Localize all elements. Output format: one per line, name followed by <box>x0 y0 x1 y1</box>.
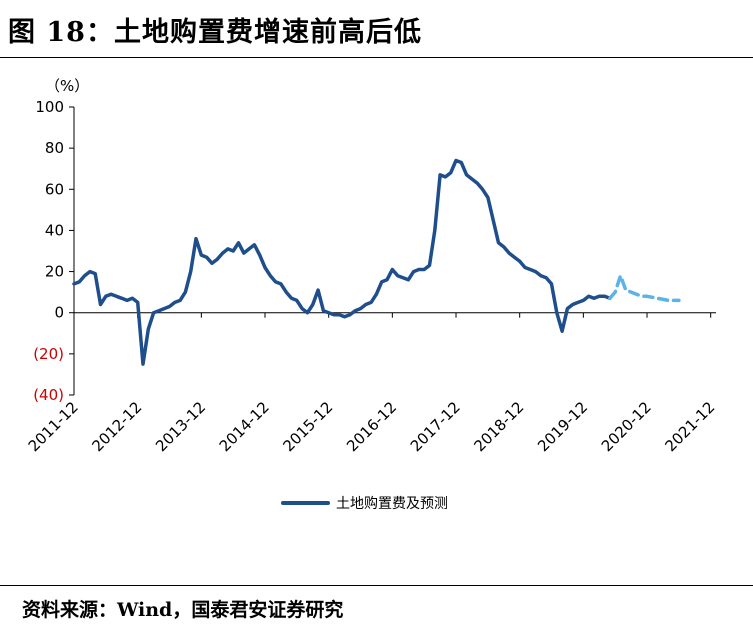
y-tick-label: (20) <box>33 345 64 363</box>
top-divider <box>0 57 753 58</box>
x-tick-label: 2016-12 <box>343 398 400 455</box>
x-tick-label: 2017-12 <box>407 398 464 455</box>
x-tick-label: 2015-12 <box>279 398 336 455</box>
y-axis-ticks: 100 80 60 40 20 0 (20) (40) <box>33 98 74 404</box>
actual-line <box>72 158 612 366</box>
x-tick-label: 2011-12 <box>25 398 82 455</box>
y-tick-label: 80 <box>45 139 64 157</box>
y-tick-label: 60 <box>45 180 64 198</box>
x-tick-label: 2018-12 <box>470 398 527 455</box>
legend-label: 土地购置费及预测 <box>336 496 448 512</box>
x-tick-label: 2019-12 <box>534 398 591 455</box>
x-tick-label: 2013-12 <box>152 398 209 455</box>
y-tick-label: 0 <box>54 304 64 322</box>
y-tick-label: 100 <box>35 98 64 116</box>
y-axis-unit-label: （%） <box>45 77 89 95</box>
figure-title: 图 18：土地购置费增速前高后低 <box>8 17 422 48</box>
y-tick-label: 20 <box>45 263 64 281</box>
x-tick-label: 2020-12 <box>598 398 655 455</box>
x-axis-ticks: 2011-12 2012-12 2013-12 2014-12 2015-12 2016-… <box>25 312 719 455</box>
x-tick-label: 2014-12 <box>216 398 273 455</box>
line-chart: 100 80 60 40 20 0 (20) (40) 2011-12 2012-12 2013-… <box>25 77 719 512</box>
chart-legend: 土地购置费及预测 <box>281 496 448 512</box>
bottom-divider <box>0 585 753 586</box>
y-tick-label: 40 <box>45 221 64 239</box>
chart-series <box>72 158 681 366</box>
x-tick-label: 2021-12 <box>661 398 718 455</box>
y-tick-label: (40) <box>33 386 64 404</box>
x-tick-label: 2012-12 <box>88 398 145 455</box>
source-note: 资料来源：Wind，国泰君安证券研究 <box>22 599 344 621</box>
forecast-line <box>608 273 681 303</box>
chart-axes <box>73 107 716 395</box>
